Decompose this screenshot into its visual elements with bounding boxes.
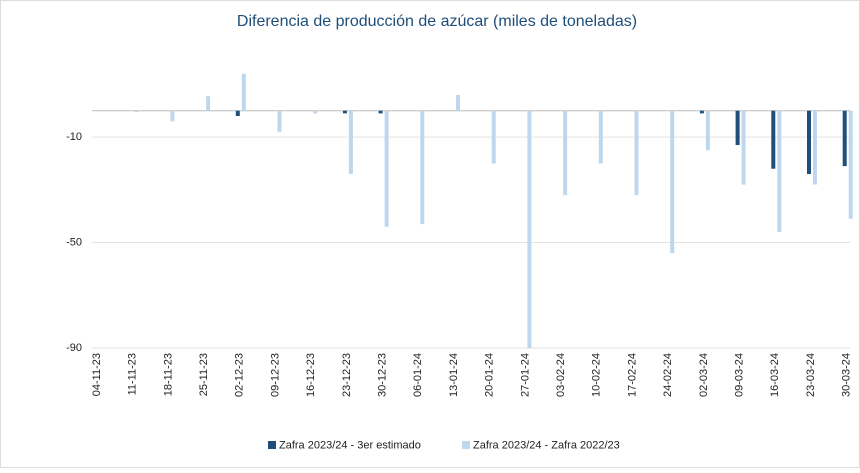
- x-tick-label: 30-12-23: [377, 353, 389, 397]
- x-tick-label: 25-11-23: [198, 353, 210, 396]
- bar: [670, 110, 675, 254]
- x-tick-label: 16-12-23: [305, 353, 317, 397]
- bar: [378, 110, 383, 114]
- x-tick-label: 23-12-23: [341, 353, 353, 397]
- x-tick-label: 09-03-24: [734, 353, 746, 397]
- bar: [456, 94, 460, 111]
- y-tick-label: -90: [66, 342, 82, 354]
- bar: [342, 110, 347, 114]
- legend-label: Zafra 2023/24 - 3er estimado: [279, 439, 421, 451]
- bar: [705, 110, 710, 151]
- bar: [527, 110, 532, 349]
- x-tick-label: 24-02-24: [662, 353, 674, 397]
- bar: [741, 110, 746, 185]
- legend-swatch: [268, 441, 276, 449]
- bar: [563, 110, 568, 196]
- y-tick-label: -10: [66, 131, 82, 143]
- x-tick-label: 10-02-24: [591, 353, 603, 397]
- x-tick-label: 13-01-24: [448, 353, 460, 397]
- chart-title: Diferencia de producción de azúcar (mile…: [237, 13, 637, 30]
- bar: [206, 96, 211, 111]
- bar: [735, 110, 740, 145]
- x-tick-label: 02-12-23: [234, 353, 246, 397]
- bar: [170, 110, 175, 122]
- x-tick-label: 11-11-23: [127, 353, 139, 395]
- x-tick-label: 30-03-24: [841, 353, 853, 397]
- bar: [241, 73, 246, 111]
- bar: [634, 110, 639, 196]
- bar: [277, 110, 282, 132]
- y-tick-label: -50: [66, 236, 82, 248]
- x-tick-label: 17-02-24: [626, 353, 638, 397]
- x-tick-label: 06-01-24: [412, 353, 424, 397]
- x-tick-label: 04-11-23: [91, 353, 103, 396]
- bar: [420, 110, 425, 225]
- bar: [771, 110, 776, 169]
- bar: [348, 110, 353, 174]
- bar: [134, 110, 139, 113]
- x-tick-label: 02-03-24: [698, 353, 710, 397]
- bar: [313, 110, 318, 114]
- bar: [813, 110, 817, 185]
- x-tick-label: 09-12-23: [269, 353, 281, 397]
- bar: [384, 110, 389, 227]
- x-tick-label: 27-01-24: [519, 353, 531, 397]
- bar: [842, 110, 847, 167]
- x-tick-label: 20-01-24: [484, 353, 496, 397]
- legend-label: Zafra 2023/24 - Zafra 2022/23: [473, 439, 620, 451]
- x-tick-label: 18-11-23: [162, 353, 174, 396]
- bar: [699, 110, 704, 114]
- bar: [491, 110, 496, 164]
- legend-swatch: [462, 441, 470, 449]
- bar: [777, 110, 782, 232]
- bar: [235, 110, 240, 116]
- bar: [848, 110, 853, 219]
- bar: [598, 110, 603, 164]
- bar: [807, 110, 811, 174]
- x-tick-label: 16-03-24: [769, 353, 781, 397]
- x-tick-label: 23-03-24: [805, 353, 817, 397]
- x-tick-label: 03-02-24: [555, 353, 567, 397]
